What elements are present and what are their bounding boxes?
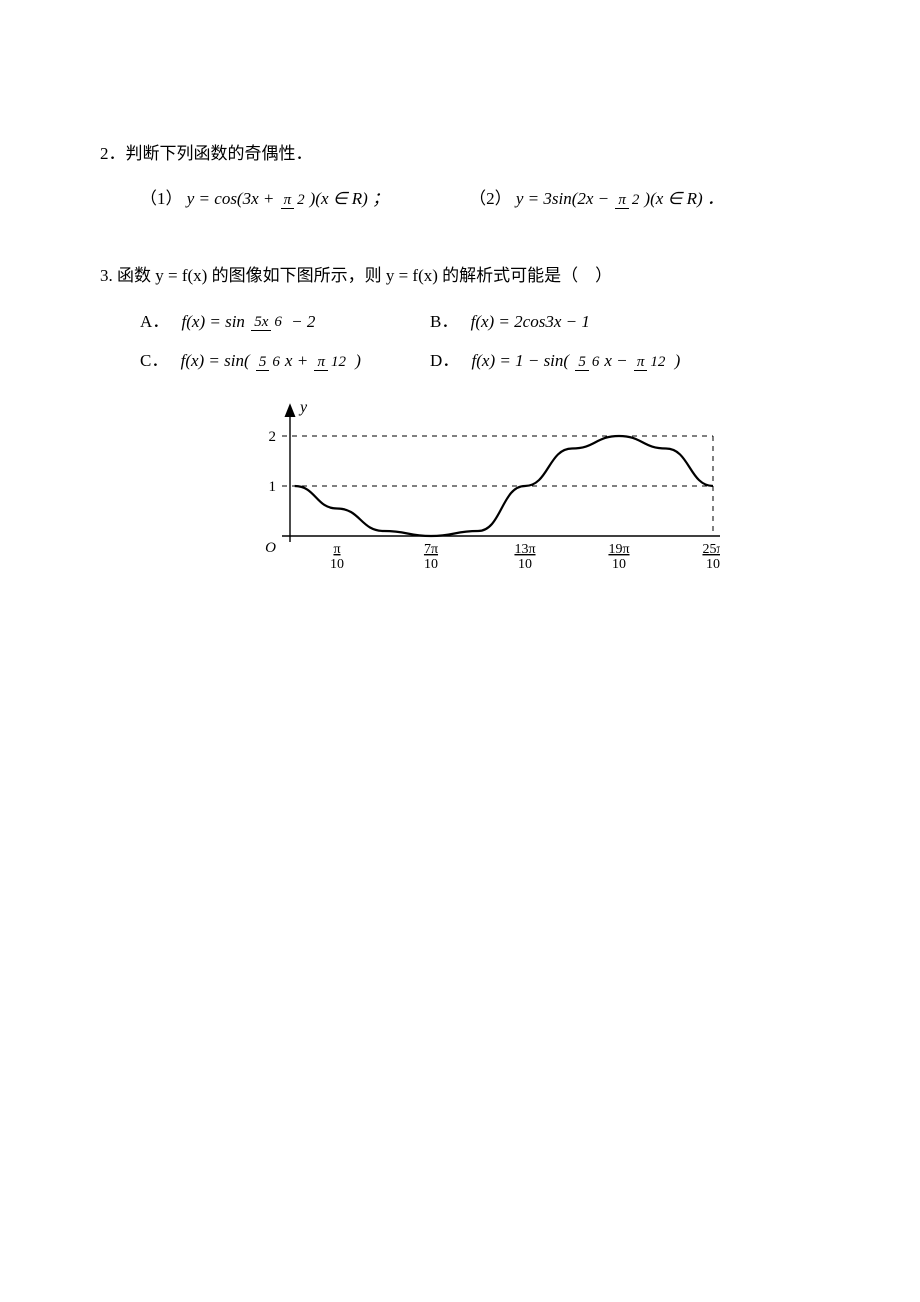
svg-text:25π: 25π: [702, 542, 720, 557]
svg-text:10: 10: [518, 557, 532, 572]
q2-part-1: （1） y = cos(3x + π2)(x ∈ R) ；: [140, 185, 389, 212]
q3-choice-a: A． f(x) = sin 5x6 − 2: [140, 308, 430, 335]
q2-part-2: （2） y = 3sin(2x − π2)(x ∈ R) ．: [469, 185, 724, 212]
q3-choice-b: B． f(x) = 2cos3x − 1: [430, 308, 590, 335]
q2-p1-pre: y = cos(3x +: [187, 189, 279, 208]
q2-p2-label: （2）: [469, 189, 512, 208]
svg-text:10: 10: [706, 557, 720, 572]
q2-p1-post: )(x ∈ R) ；: [310, 189, 389, 208]
q2-parts: （1） y = cos(3x + π2)(x ∈ R) ； （2） y = 3s…: [100, 185, 820, 212]
q2-p2-post: )(x ∈ R) ．: [644, 189, 723, 208]
q2-p1-label: （1）: [140, 189, 183, 208]
q3-choices: A． f(x) = sin 5x6 − 2 B． f(x) = 2cos3x −…: [100, 308, 820, 374]
question-3: 3. 函数 y = f(x) 的图像如下图所示，则 y = f(x) 的解析式可…: [100, 262, 820, 599]
question-2: 2．判断下列函数的奇偶性． （1） y = cos(3x + π2)(x ∈ R…: [100, 140, 820, 212]
svg-text:2: 2: [269, 429, 277, 445]
svg-text:π: π: [333, 542, 340, 557]
chart-svg: 12yxOπ107π1013π1019π1025π10: [230, 386, 720, 591]
q3-title: 3. 函数 y = f(x) 的图像如下图所示，则 y = f(x) 的解析式可…: [100, 262, 820, 289]
svg-text:19π: 19π: [608, 542, 629, 557]
q2-p1-frac: π2: [281, 192, 308, 209]
q3-choice-d: D． f(x) = 1 − sin( 56x − π12 ): [430, 347, 680, 374]
q2-p2-pre: y = 3sin(2x −: [516, 189, 614, 208]
svg-text:10: 10: [612, 557, 626, 572]
q2-p2-frac: π2: [615, 192, 642, 209]
q3-row-ab: A． f(x) = sin 5x6 − 2 B． f(x) = 2cos3x −…: [140, 308, 820, 335]
q3-chart: 12yxOπ107π1013π1019π1025π10: [100, 386, 560, 600]
svg-text:13π: 13π: [514, 542, 535, 557]
q3-choice-c: C． f(x) = sin( 56x + π12 ): [140, 347, 430, 374]
svg-text:1: 1: [269, 479, 277, 495]
q2-title: 2．判断下列函数的奇偶性．: [100, 140, 820, 167]
svg-text:y: y: [298, 399, 308, 416]
svg-text:7π: 7π: [424, 542, 438, 557]
svg-text:10: 10: [330, 557, 344, 572]
svg-text:O: O: [265, 540, 276, 556]
svg-text:10: 10: [424, 557, 438, 572]
q3-row-cd: C． f(x) = sin( 56x + π12 ) D． f(x) = 1 −…: [140, 347, 820, 374]
